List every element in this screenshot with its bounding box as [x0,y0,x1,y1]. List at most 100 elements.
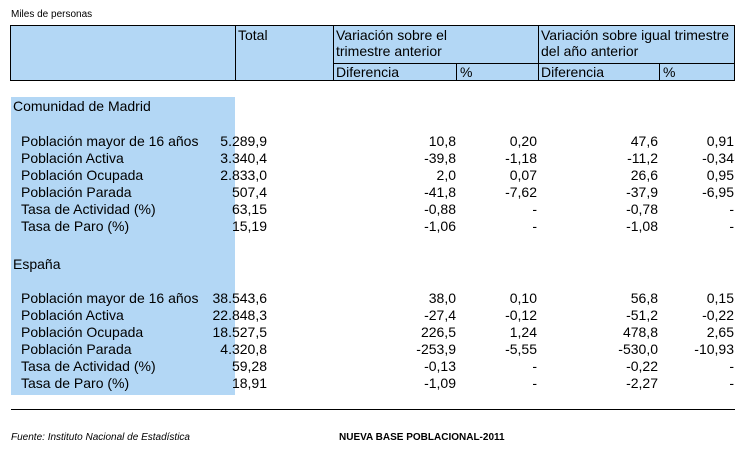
cell-diff-trim: 38,0 [428,290,456,306]
cell-total: 38.543,6 [212,290,268,306]
cell-total: 18.527,5 [212,324,268,340]
header-pct-trim: % [460,64,473,80]
cell-pct-anual: 0,95 [706,167,734,183]
cell-pct-trim: -5,55 [505,341,537,357]
cell-pct-anual: - [729,201,734,217]
cell-diff-trim: -0,13 [424,358,456,374]
header-var-trim-line2: trimestre anterior [336,43,442,59]
row-label: Población Activa [21,307,124,323]
cell-pct-anual: - [729,218,734,234]
cell-pct-trim: - [532,201,537,217]
row-label: Población mayor de 16 años [21,133,199,149]
section-title-row: España [0,256,756,273]
cell-pct-trim: 1,24 [509,324,537,340]
row-label: Tasa de Actividad (%) [21,201,156,217]
base-note: NUEVA BASE POBLACIONAL-2011 [339,432,505,443]
table-row: Población Parada 4.320,8 -253,9 -5,55 -5… [0,341,756,358]
header-diff-anual: Diferencia [541,64,605,80]
row-label: Población Ocupada [21,324,144,340]
table-row: Población Activa 3.340,4 -39,8 -1,18 -11… [0,150,756,167]
header-divider [235,26,236,80]
cell-diff-trim: -253,9 [416,341,456,357]
cell-pct-trim: -7,62 [505,184,537,200]
cell-pct-anual: -6,95 [702,184,734,200]
header-divider [333,26,334,80]
header-var-trim-line1: Variación sobre el [336,27,448,43]
cell-diff-anual: 47,6 [630,133,658,149]
table-row: Tasa de Paro (%) 15,19 -1,06 - -1,08 - [0,218,756,235]
cell-diff-trim: 10,8 [428,133,456,149]
cell-pct-anual: -0,34 [702,150,734,166]
cell-total: 63,15 [231,201,267,217]
cell-diff-anual: 26,6 [630,167,658,183]
table-header: Total Variación sobre el trimestre anter… [10,25,735,81]
header-subdivider [456,63,457,80]
row-label: Población Ocupada [21,167,144,183]
cell-pct-trim: -0,12 [505,307,537,323]
cell-diff-anual: -51,2 [626,307,658,323]
table-row: Población mayor de 16 años 5.289,9 10,8 … [0,133,756,150]
cell-diff-trim: -1,06 [424,218,456,234]
cell-diff-trim: 226,5 [420,324,456,340]
header-total: Total [238,27,268,43]
row-label: Población Activa [21,150,124,166]
source-note: Fuente: Instituto Nacional de Estadístic… [11,432,190,443]
cell-diff-anual: -11,2 [627,150,658,166]
cell-diff-anual: -0,78 [626,201,658,217]
cell-total: 18,91 [231,375,267,391]
cell-diff-anual: -530,0 [618,341,658,357]
header-var-anual-line1: Variación sobre igual trimestre [541,27,730,43]
section-title: España [13,256,61,272]
cell-diff-trim: -1,09 [424,375,456,391]
cell-pct-anual: 0,91 [706,133,734,149]
cell-total: 507,4 [231,184,267,200]
cell-pct-anual: -10,93 [694,341,734,357]
row-label: Población Parada [21,184,132,200]
table-row: Población Activa 22.848,3 -27,4 -0,12 -5… [0,307,756,324]
unit-label: Miles de personas [11,9,93,20]
cell-pct-trim: 0,07 [509,167,537,183]
cell-diff-trim: -0,88 [424,201,456,217]
cell-total: 15,19 [231,218,267,234]
cell-pct-trim: -1,18 [505,150,537,166]
cell-total: 3.340,4 [220,150,267,166]
cell-total: 4.320,8 [220,341,267,357]
table-row: Tasa de Actividad (%) 59,28 -0,13 - -0,2… [0,358,756,375]
cell-diff-anual: -1,08 [626,218,658,234]
cell-diff-trim: -39,8 [424,150,456,166]
cell-diff-anual: 478,8 [622,324,658,340]
table-row: Población Parada 507,4 -41,8 -7,62 -37,9… [0,184,756,201]
cell-pct-anual: - [729,375,734,391]
table-row: Tasa de Actividad (%) 63,15 -0,88 - -0,7… [0,201,756,218]
cell-pct-trim: - [532,218,537,234]
cell-pct-anual: 2,65 [706,324,734,340]
row-label: Tasa de Paro (%) [21,218,130,234]
cell-total: 22.848,3 [212,307,268,323]
row-label: Tasa de Paro (%) [21,375,130,391]
label-column-panel [11,97,235,395]
cell-pct-trim: - [532,375,537,391]
header-subdivider [659,63,660,80]
cell-pct-anual: 0,15 [706,290,734,306]
cell-pct-anual: - [729,358,734,374]
table-bottom-rule [11,409,735,410]
cell-pct-trim: 0,20 [509,133,537,149]
cell-diff-trim: -27,4 [424,307,456,323]
table-row: Población Ocupada 18.527,5 226,5 1,24 47… [0,324,756,341]
section-title-row: Comunidad de Madrid [0,98,756,115]
table-row: Población mayor de 16 años 38.543,6 38,0… [0,290,756,307]
row-label: Población Parada [21,341,132,357]
cell-pct-trim: - [532,358,537,374]
cell-diff-anual: 56,8 [630,290,658,306]
header-var-anual-line2: del año anterior [541,43,639,59]
header-subrule [333,63,734,64]
row-label: Tasa de Actividad (%) [21,358,156,374]
table-row: Tasa de Paro (%) 18,91 -1,09 - -2,27 - [0,375,756,392]
cell-total: 59,28 [231,358,267,374]
cell-diff-anual: -37,9 [626,184,658,200]
cell-diff-anual: -0,22 [626,358,658,374]
cell-diff-anual: -2,27 [626,375,658,391]
cell-total: 5.289,9 [220,133,267,149]
section-title: Comunidad de Madrid [13,98,151,114]
cell-total: 2.833,0 [220,167,267,183]
